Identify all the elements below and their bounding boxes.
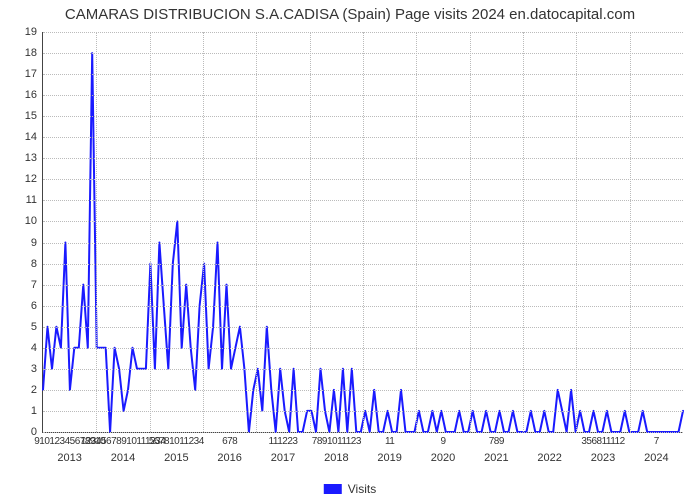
legend-swatch: [324, 484, 342, 494]
grid-line-v: [203, 32, 204, 432]
legend: Visits: [324, 482, 376, 496]
ytick-label: 6: [31, 300, 43, 312]
ytick-label: 12: [25, 173, 43, 185]
grid-line-v: [470, 32, 471, 432]
xtick-month-label: 7: [654, 432, 659, 447]
grid-line-v: [416, 32, 417, 432]
ytick-label: 10: [25, 215, 43, 227]
ytick-label: 11: [26, 194, 43, 206]
ytick-label: 13: [25, 152, 43, 164]
grid-line-v: [256, 32, 257, 432]
ytick-label: 3: [31, 363, 43, 375]
ytick-label: 18: [25, 47, 43, 59]
ytick-label: 4: [31, 342, 43, 354]
ytick-label: 19: [25, 26, 43, 38]
ytick-label: 9: [31, 237, 43, 249]
chart-container: CAMARAS DISTRIBUCION S.A.CADISA (Spain) …: [0, 0, 700, 500]
ytick-label: 2: [31, 384, 43, 396]
ytick-label: 8: [31, 258, 43, 270]
grid-line-v: [96, 32, 97, 432]
ytick-label: 17: [25, 68, 43, 80]
xtick-month-label: 111223: [269, 432, 298, 447]
xtick-month-label: 7891011123: [312, 432, 361, 447]
xtick-month-label: 9: [440, 432, 445, 447]
chart-title: CAMARAS DISTRIBUCION S.A.CADISA (Spain) …: [0, 6, 700, 23]
ytick-label: 5: [31, 321, 43, 333]
ytick-label: 16: [25, 89, 43, 101]
grid-line-v: [630, 32, 631, 432]
legend-label: Visits: [348, 482, 376, 496]
xtick-month-label: 789: [489, 432, 504, 447]
ytick-label: 1: [31, 405, 43, 417]
xtick-month-label: 56781011234: [149, 432, 204, 447]
grid-line-v: [150, 32, 151, 432]
ytick-label: 15: [25, 110, 43, 122]
grid-line-v: [523, 32, 524, 432]
ytick-label: 7: [31, 279, 43, 291]
xtick-year-label: 2022: [537, 432, 561, 464]
xtick-month-label: 356811112: [581, 432, 624, 447]
xtick-month-label: 11: [385, 432, 394, 447]
ytick-label: 14: [25, 131, 43, 143]
plot-area: 0123456789101112131415161718192013910123…: [42, 32, 683, 433]
grid-line-v: [576, 32, 577, 432]
xtick-month-label: 678: [222, 432, 237, 447]
grid-line-v: [310, 32, 311, 432]
grid-line-v: [363, 32, 364, 432]
